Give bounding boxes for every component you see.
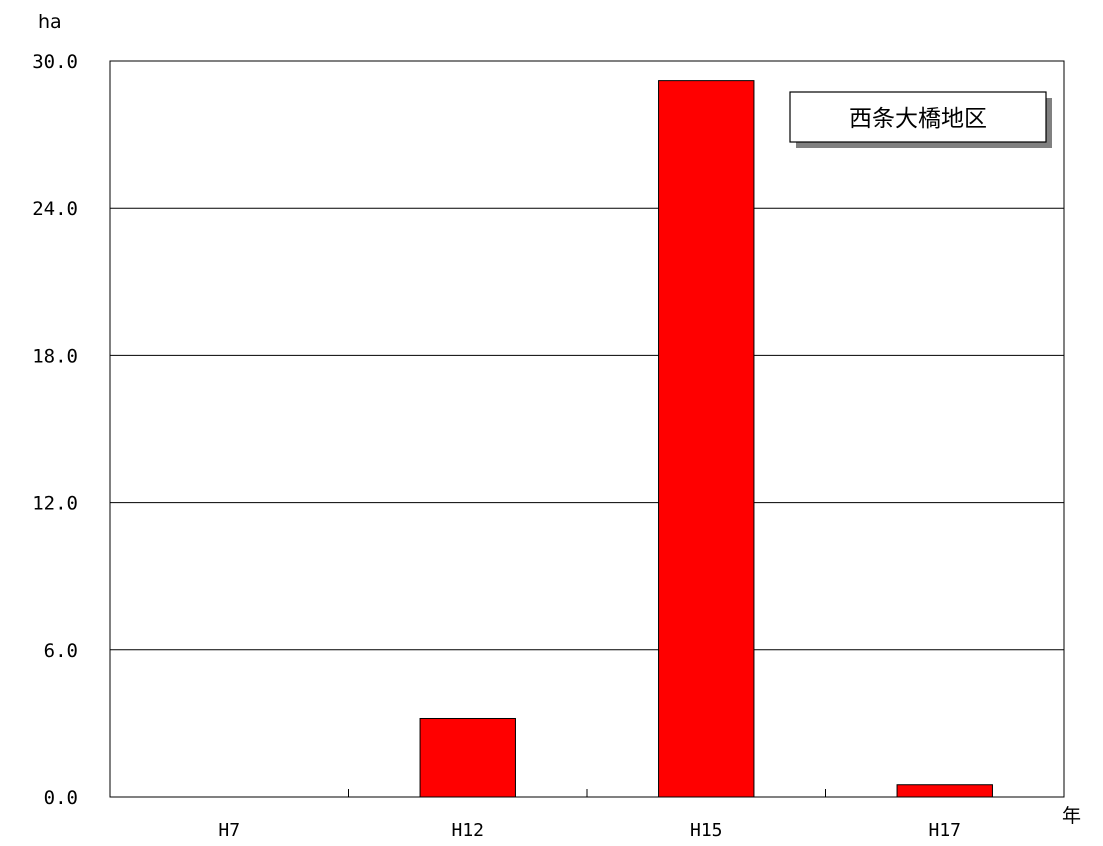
bars <box>419 80 993 798</box>
y-tick-label: 24.0 <box>32 198 78 220</box>
x-tick-label: H12 <box>451 820 484 841</box>
y-tick-label: 6.0 <box>44 640 78 662</box>
gridlines <box>110 207 1064 651</box>
y-tick-label: 30.0 <box>32 51 78 73</box>
y-tick-label: 18.0 <box>32 345 78 367</box>
bar-H15 <box>658 80 755 798</box>
legend: 西条大橋地区 <box>789 91 1052 148</box>
y-tick-label: 12.0 <box>32 493 78 515</box>
y-axis-unit-label: ha <box>38 11 62 33</box>
plot-area <box>109 60 1065 798</box>
x-axis-unit-label: 年 <box>1062 805 1081 827</box>
x-tick-label: H17 <box>928 820 961 841</box>
bar-H17 <box>896 784 993 798</box>
y-tick-label: 0.0 <box>44 787 78 809</box>
legend-label: 西条大橋地区 <box>849 106 987 132</box>
x-axis-tick-labels: H7 H12 H15 H17 <box>218 820 961 841</box>
x-tick-label: H15 <box>690 820 723 841</box>
legend-box <box>789 91 1047 143</box>
y-axis-tick-labels: 0.0 6.0 12.0 18.0 24.0 30.0 <box>32 51 78 809</box>
bar-H12 <box>419 717 516 798</box>
x-tick-label: H7 <box>218 820 240 841</box>
x-axis-ticks <box>348 789 826 797</box>
